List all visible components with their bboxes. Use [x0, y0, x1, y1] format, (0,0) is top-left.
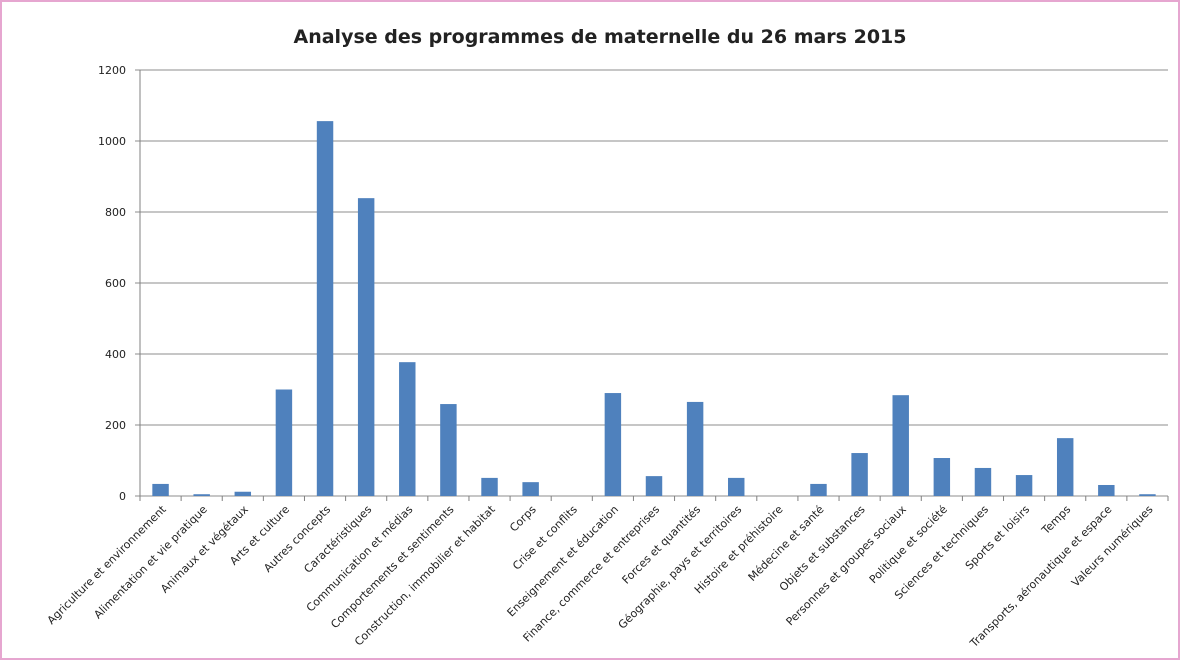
- bar: [1015, 475, 1033, 496]
- y-tick-label: 1200: [98, 64, 126, 77]
- chart-title: Analyse des programmes de maternelle du …: [294, 26, 907, 48]
- bar: [440, 404, 457, 496]
- bar: [152, 483, 169, 496]
- bar: [1098, 484, 1115, 496]
- bar: [892, 395, 909, 496]
- bar: [974, 467, 992, 496]
- y-tick-label: 400: [105, 348, 126, 361]
- bar: [1139, 494, 1156, 496]
- y-tick-label: 200: [105, 419, 126, 432]
- bar: [933, 458, 951, 496]
- y-tick-label: 0: [119, 490, 126, 503]
- bar: [851, 453, 868, 496]
- bar: [686, 401, 704, 496]
- bar: [234, 491, 252, 496]
- y-tick-label: 1000: [98, 135, 126, 148]
- bar: [728, 477, 745, 496]
- bar: [275, 389, 293, 496]
- bar: [810, 483, 827, 496]
- bar: [357, 198, 375, 496]
- bar: [645, 476, 663, 496]
- bar: [481, 477, 498, 496]
- y-tick-label: 600: [105, 277, 126, 290]
- bar: [316, 121, 334, 497]
- bar: [399, 362, 416, 496]
- bar: [193, 494, 210, 496]
- bar: [1056, 438, 1074, 496]
- bar: [604, 393, 622, 496]
- bar: [522, 482, 539, 496]
- y-tick-label: 800: [105, 206, 126, 219]
